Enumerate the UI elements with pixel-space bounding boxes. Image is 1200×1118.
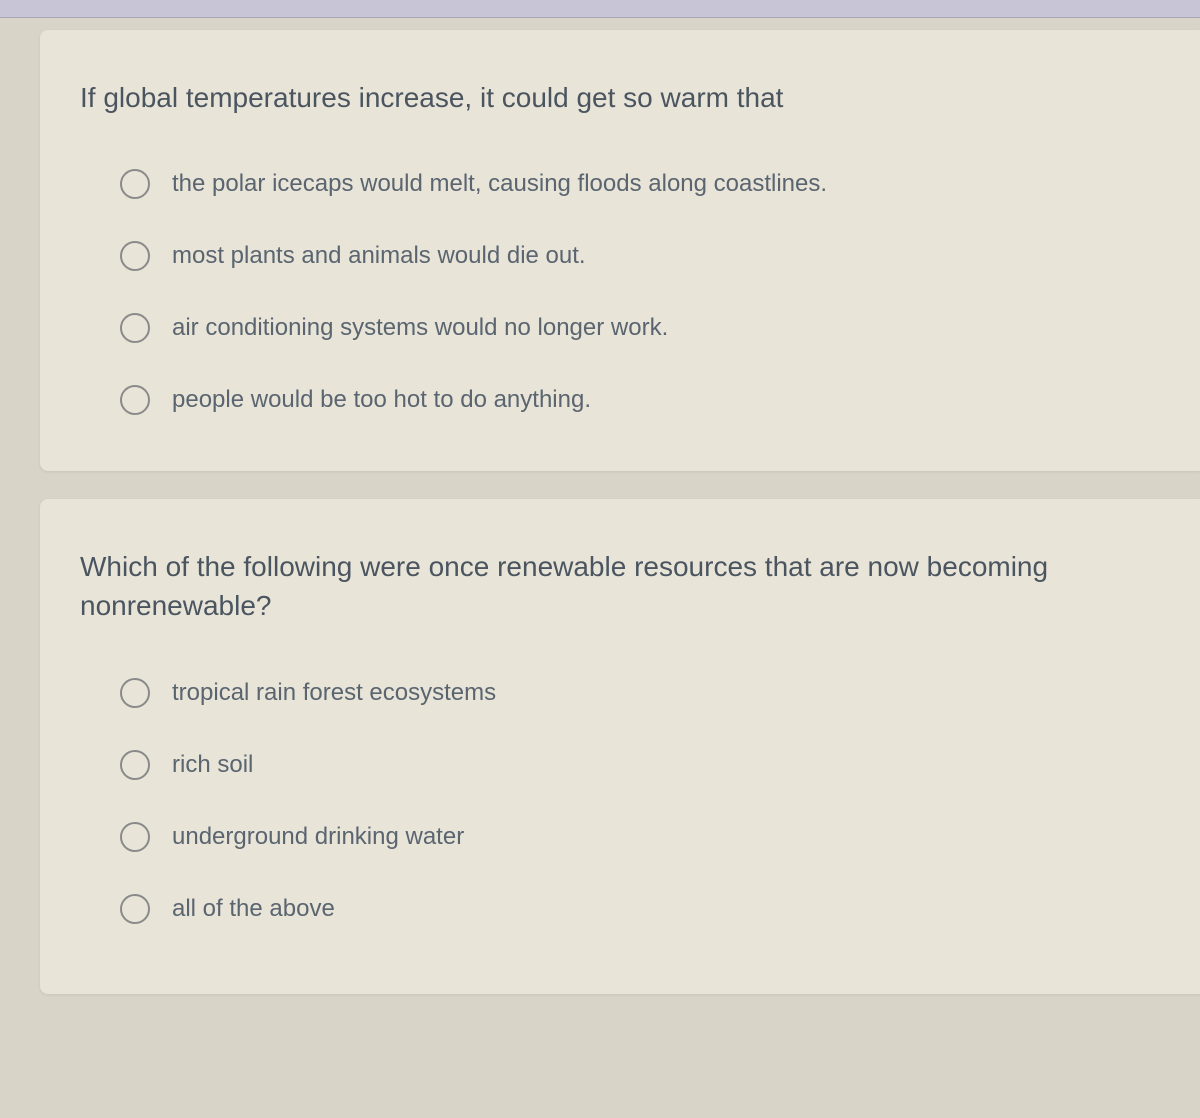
radio-icon[interactable]: [120, 822, 150, 852]
radio-icon[interactable]: [120, 750, 150, 780]
options-list: tropical rain forest ecosystems rich soi…: [80, 678, 1160, 924]
radio-icon[interactable]: [120, 678, 150, 708]
option-label: all of the above: [172, 895, 335, 923]
question-prompt: If global temperatures increase, it coul…: [80, 78, 1160, 117]
option-row[interactable]: all of the above: [120, 894, 1160, 924]
option-label: most plants and animals would die out.: [172, 242, 586, 270]
option-label: underground drinking water: [172, 823, 464, 851]
option-label: the polar icecaps would melt, causing fl…: [172, 170, 827, 198]
options-list: the polar icecaps would melt, causing fl…: [80, 169, 1160, 415]
option-row[interactable]: people would be too hot to do anything.: [120, 385, 1160, 415]
top-bar: [0, 0, 1200, 18]
radio-icon[interactable]: [120, 241, 150, 271]
option-row[interactable]: air conditioning systems would no longer…: [120, 313, 1160, 343]
option-label: tropical rain forest ecosystems: [172, 679, 496, 707]
radio-icon[interactable]: [120, 169, 150, 199]
option-label: air conditioning systems would no longer…: [172, 314, 668, 342]
radio-icon[interactable]: [120, 313, 150, 343]
question-prompt: Which of the following were once renewab…: [80, 547, 1160, 625]
option-row[interactable]: underground drinking water: [120, 822, 1160, 852]
radio-icon[interactable]: [120, 894, 150, 924]
question-card-2: Which of the following were once renewab…: [40, 499, 1200, 993]
question-card-1: If global temperatures increase, it coul…: [40, 30, 1200, 471]
radio-icon[interactable]: [120, 385, 150, 415]
option-row[interactable]: rich soil: [120, 750, 1160, 780]
option-label: rich soil: [172, 751, 253, 779]
option-row[interactable]: the polar icecaps would melt, causing fl…: [120, 169, 1160, 199]
option-label: people would be too hot to do anything.: [172, 386, 591, 414]
option-row[interactable]: most plants and animals would die out.: [120, 241, 1160, 271]
option-row[interactable]: tropical rain forest ecosystems: [120, 678, 1160, 708]
